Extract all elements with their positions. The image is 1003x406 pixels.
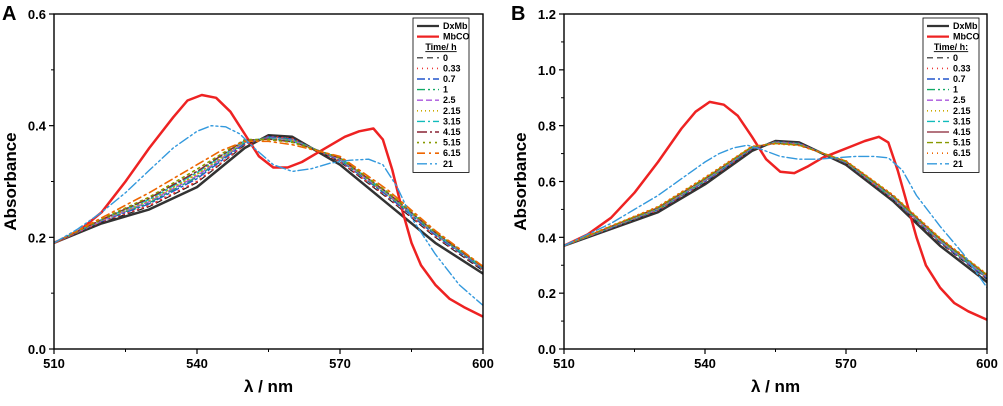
series-line-DxMb bbox=[564, 139, 987, 284]
legend-label: 1 bbox=[953, 85, 958, 95]
legend-label: 5.15 bbox=[953, 138, 971, 148]
legend-label: 0.33 bbox=[443, 63, 461, 73]
legend-label: 21 bbox=[443, 159, 453, 169]
legend-label: 5.15 bbox=[443, 138, 461, 148]
y-tick-label: 0.6 bbox=[28, 7, 46, 22]
panel-label: B bbox=[511, 3, 525, 25]
panel-a: A 510 540 570 600 0.0 0.2 0.4 0.6 λ / nm Absorbanc… bbox=[1, 3, 494, 396]
y-tick-label: 0.0 bbox=[28, 342, 46, 357]
series-line-0 bbox=[564, 140, 987, 280]
legend-box bbox=[412, 17, 470, 173]
x-tick-label: 540 bbox=[186, 356, 208, 371]
series-line-5-15 bbox=[54, 138, 483, 268]
x-tick-label: 510 bbox=[553, 356, 575, 371]
legend-label: 21 bbox=[953, 159, 963, 169]
x-axis-title: λ / nm bbox=[751, 377, 800, 396]
legend-label: 2.5 bbox=[953, 95, 966, 105]
y-axis-title: Absorbance bbox=[511, 132, 530, 230]
legend-label: 2.5 bbox=[443, 95, 456, 105]
panel-label: A bbox=[2, 3, 16, 25]
x-axis-title: λ / nm bbox=[244, 377, 293, 396]
legend-label: 3.15 bbox=[443, 116, 461, 126]
series-group bbox=[564, 100, 987, 321]
legend-label: 4.15 bbox=[953, 127, 971, 137]
legend-label: DxMb bbox=[443, 21, 468, 31]
y-tick-label: 0.0 bbox=[538, 342, 556, 357]
y-axis-title: Absorbance bbox=[1, 132, 20, 230]
series-line-MbCO bbox=[54, 93, 483, 318]
legend-label: 3.15 bbox=[953, 116, 971, 126]
series-line-0-7 bbox=[54, 136, 483, 270]
legend-title: Time/ h bbox=[425, 42, 456, 52]
y-tick-label: 0.4 bbox=[28, 119, 47, 134]
legend-label: 2.15 bbox=[953, 106, 971, 116]
y-tick-label: 0.6 bbox=[538, 175, 556, 190]
x-tick-label: 510 bbox=[43, 356, 65, 371]
legend-label: 2.15 bbox=[443, 106, 461, 116]
panel-b: B 510 540 570 600 0.0 0.2 0.4 0.6 0.8 1.0 1.2 λ / nm… bbox=[511, 3, 998, 396]
x-tick-label: 570 bbox=[835, 356, 857, 371]
legend-label: 0 bbox=[953, 53, 958, 63]
legend-label: 4.15 bbox=[443, 127, 461, 137]
x-tick-label: 570 bbox=[329, 356, 351, 371]
legend-label: MbCO bbox=[953, 32, 980, 42]
series-line-21 bbox=[54, 125, 483, 307]
legend-label: 0 bbox=[443, 53, 448, 63]
series-line-6-15 bbox=[564, 143, 987, 275]
legend-title: Time/ h: bbox=[934, 42, 968, 52]
y-tick-label: 0.2 bbox=[538, 286, 556, 301]
x-tick-label: 540 bbox=[694, 356, 716, 371]
legend-label: 0.7 bbox=[953, 74, 966, 84]
x-tick-label: 600 bbox=[472, 356, 494, 371]
legend-label: 0.7 bbox=[443, 74, 456, 84]
y-tick-label: 1.0 bbox=[538, 63, 556, 78]
legend-label: 6.15 bbox=[953, 148, 971, 158]
legend-label: 1 bbox=[443, 85, 448, 95]
legend-label: 6.15 bbox=[443, 148, 461, 158]
series-line-MbCO bbox=[564, 100, 987, 321]
legend-label: DxMb bbox=[953, 21, 978, 31]
y-tick-label: 0.8 bbox=[538, 119, 556, 134]
series-line-6-15 bbox=[54, 140, 483, 268]
series-group bbox=[54, 93, 483, 318]
y-tick-label: 0.4 bbox=[538, 230, 557, 245]
legend-label: 0.33 bbox=[953, 63, 971, 73]
y-tick-label: 0.2 bbox=[28, 230, 46, 245]
series-line-21 bbox=[564, 144, 987, 289]
legend-box bbox=[922, 17, 980, 173]
y-tick-label: 1.2 bbox=[538, 7, 556, 22]
x-tick-label: 600 bbox=[976, 356, 998, 371]
legend-label: MbCO bbox=[443, 32, 470, 42]
